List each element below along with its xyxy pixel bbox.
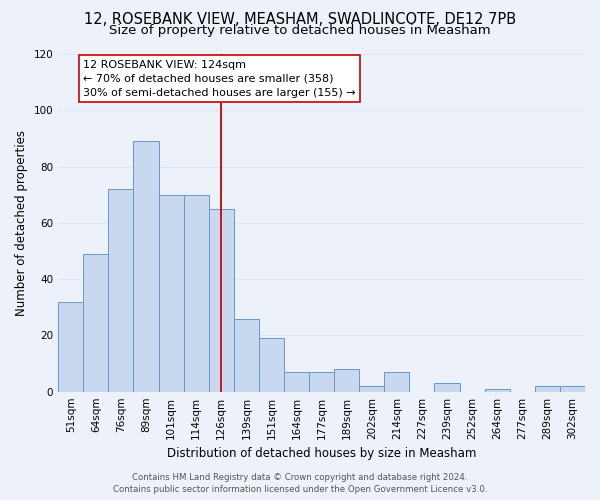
Bar: [234, 318, 259, 392]
Bar: [83, 254, 109, 392]
Text: Contains HM Land Registry data © Crown copyright and database right 2024.
Contai: Contains HM Land Registry data © Crown c…: [113, 472, 487, 494]
Text: 12 ROSEBANK VIEW: 124sqm
← 70% of detached houses are smaller (358)
30% of semi-: 12 ROSEBANK VIEW: 124sqm ← 70% of detach…: [83, 60, 356, 98]
Text: 12, ROSEBANK VIEW, MEASHAM, SWADLINCOTE, DE12 7PB: 12, ROSEBANK VIEW, MEASHAM, SWADLINCOTE,…: [84, 12, 516, 28]
Bar: [359, 386, 385, 392]
Bar: [434, 383, 460, 392]
Bar: [560, 386, 585, 392]
Y-axis label: Number of detached properties: Number of detached properties: [15, 130, 28, 316]
Bar: [334, 369, 359, 392]
Bar: [309, 372, 334, 392]
Bar: [133, 141, 158, 392]
Bar: [58, 302, 83, 392]
Bar: [535, 386, 560, 392]
Bar: [109, 189, 133, 392]
Bar: [158, 194, 184, 392]
Bar: [209, 209, 234, 392]
Bar: [184, 194, 209, 392]
Bar: [259, 338, 284, 392]
Bar: [284, 372, 309, 392]
Bar: [385, 372, 409, 392]
Bar: [485, 389, 510, 392]
Text: Size of property relative to detached houses in Measham: Size of property relative to detached ho…: [109, 24, 491, 37]
X-axis label: Distribution of detached houses by size in Measham: Distribution of detached houses by size …: [167, 447, 476, 460]
